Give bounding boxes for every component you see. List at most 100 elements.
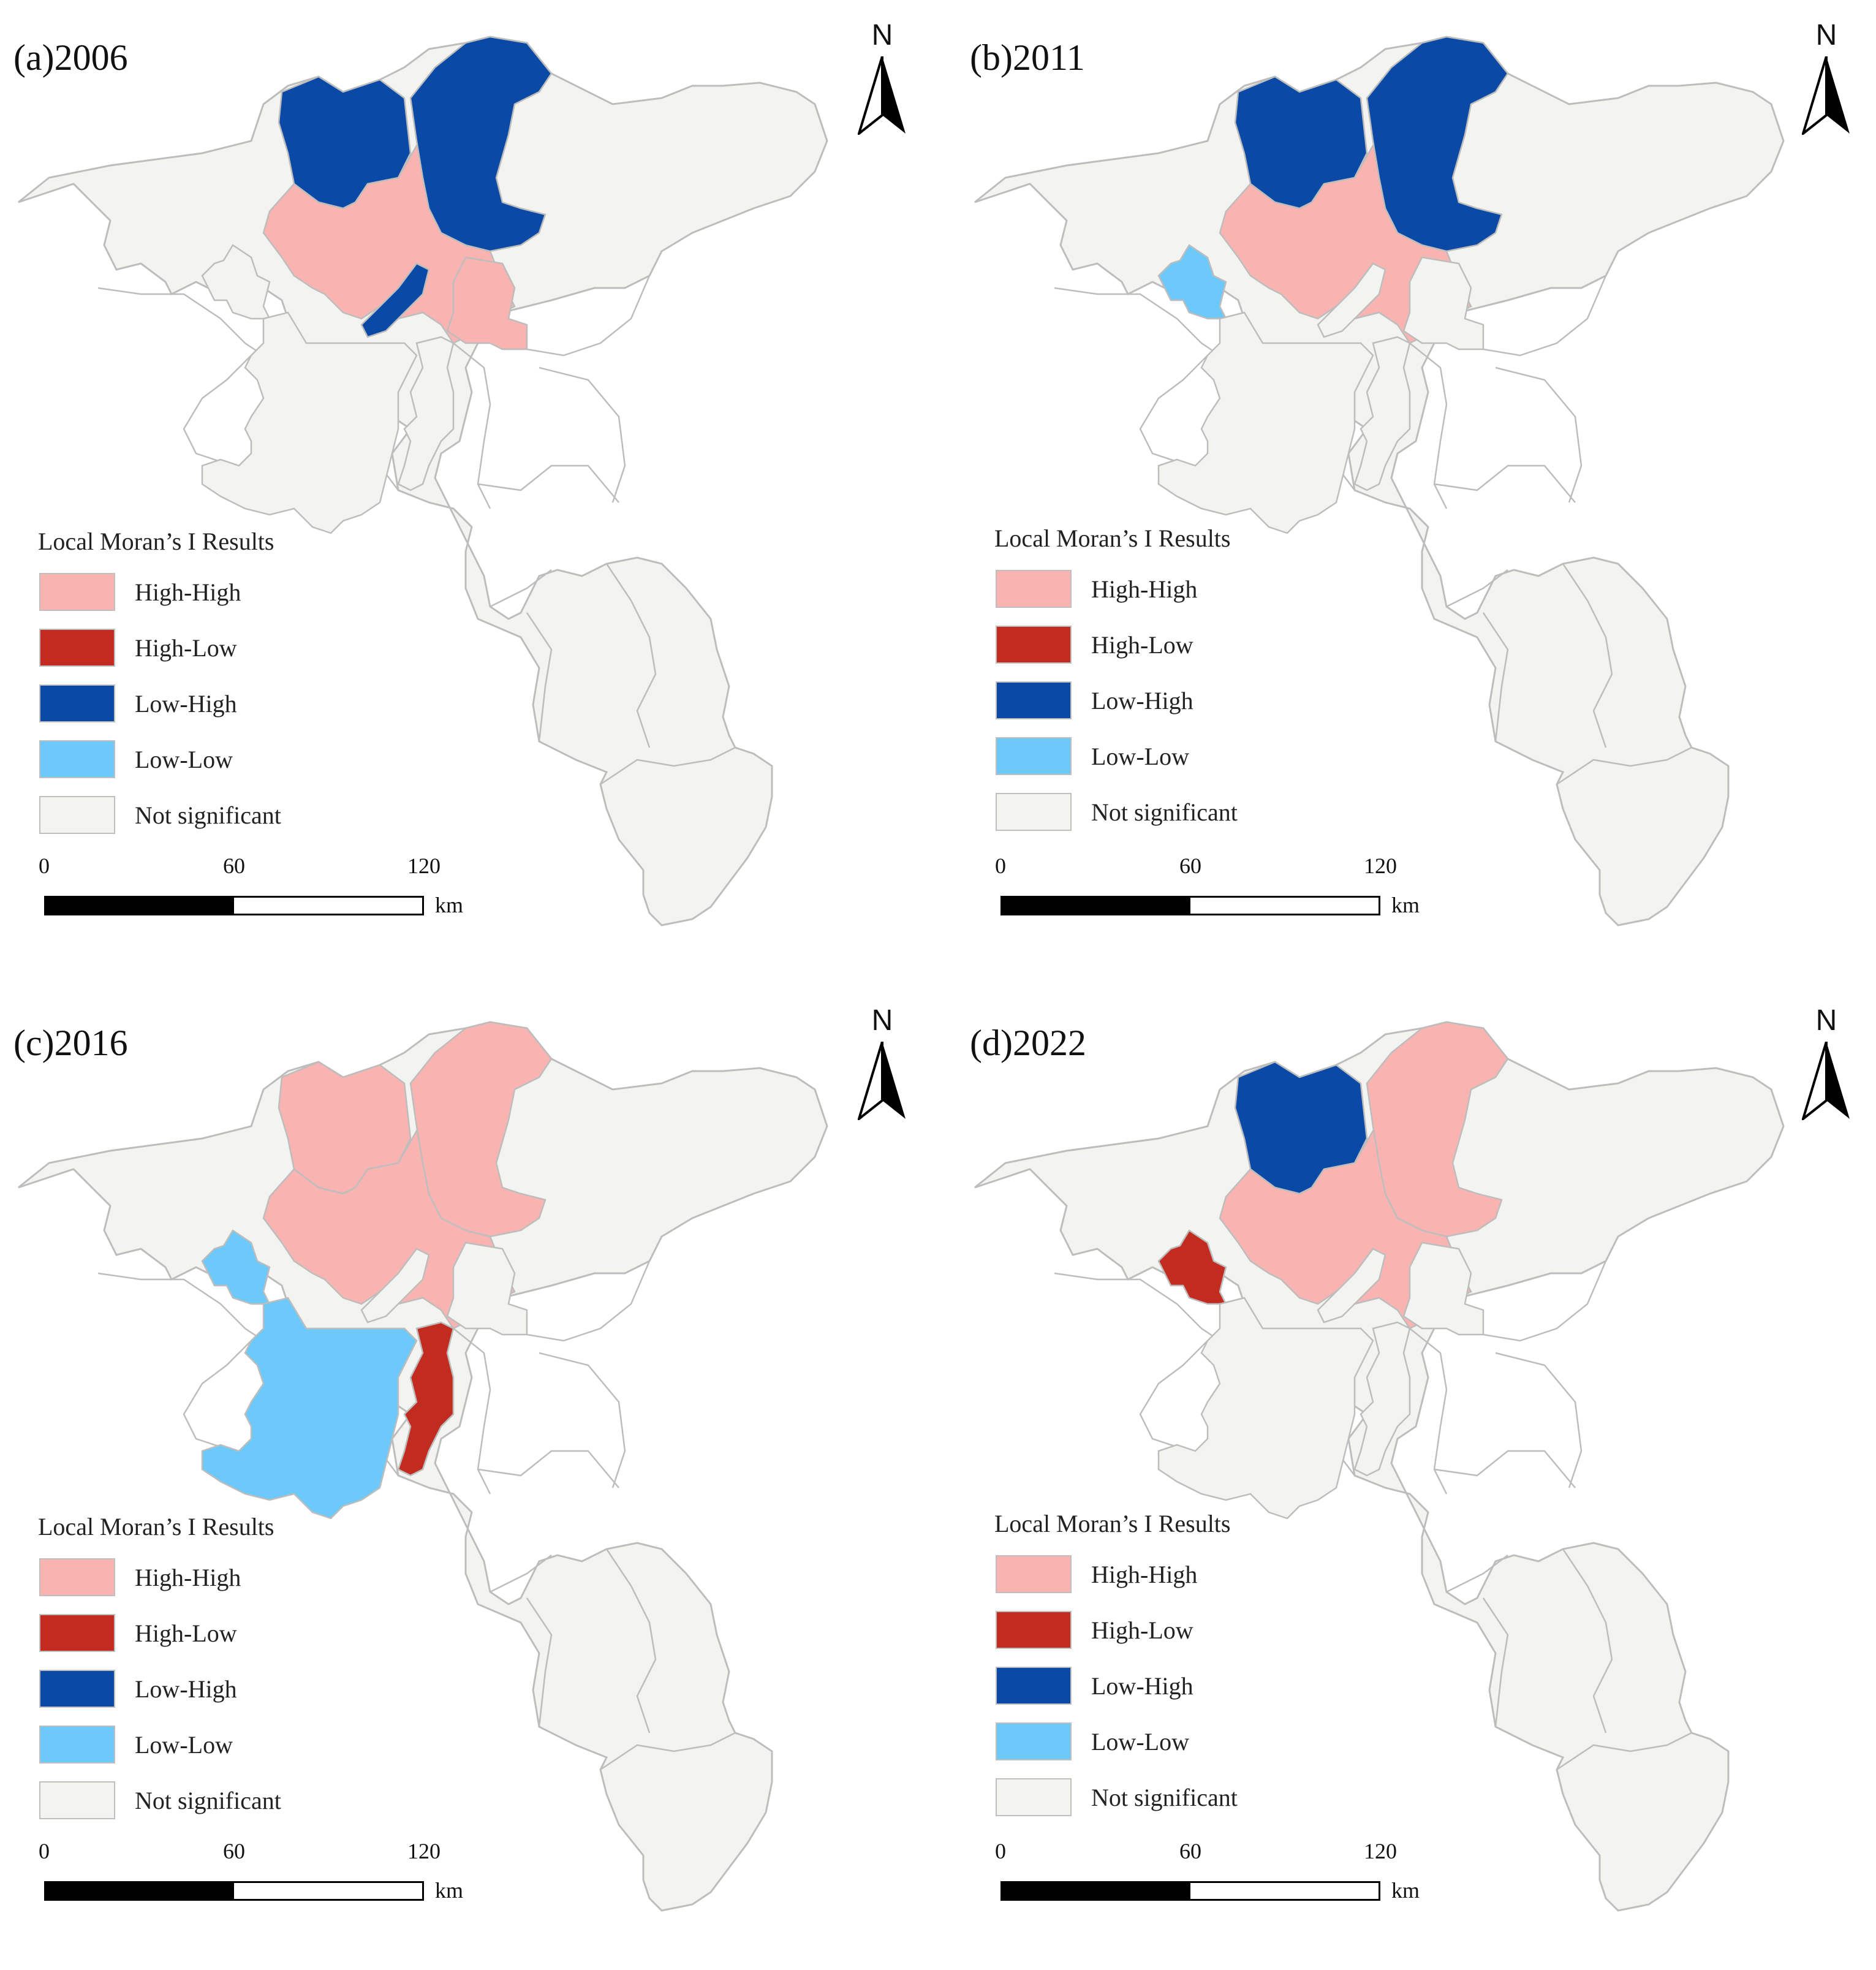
district-boundary	[539, 1352, 626, 1488]
district-boundary	[1446, 1555, 1508, 1593]
district-boundary	[605, 563, 657, 748]
region-west-small	[201, 1229, 271, 1305]
legend-label: Not significant	[1091, 798, 1238, 826]
region-south-central	[1353, 336, 1411, 491]
scale-unit: km	[435, 893, 464, 917]
region-strip	[360, 262, 430, 338]
legend-swatch	[39, 796, 115, 834]
district-boundary	[490, 569, 552, 608]
district-boundary	[526, 612, 553, 742]
legend-label: Low-High	[1091, 687, 1193, 714]
district-boundary	[539, 366, 626, 503]
district-boundary	[1482, 612, 1509, 742]
north-label: N	[871, 1004, 893, 1037]
scale-tick-0: 0	[39, 854, 50, 878]
choropleth-map	[18, 1021, 828, 1912]
legend-label: High-High	[135, 1564, 241, 1591]
region-south-west	[1157, 311, 1374, 534]
legend-label: Not significant	[1091, 1784, 1238, 1811]
district-boundary	[1495, 366, 1583, 503]
scale-bar: 0 60 120 km	[994, 853, 1435, 926]
scale-unit: km	[1391, 1878, 1420, 1903]
scale-tick-60: 60	[1179, 854, 1201, 878]
district-boundary	[1482, 1597, 1509, 1727]
scale-tick-60: 60	[223, 1839, 245, 1863]
legend-label: High-High	[1091, 575, 1198, 603]
region-east-small	[446, 256, 528, 350]
scale-tick-120: 120	[407, 1839, 441, 1863]
district-boundary	[1054, 1272, 1220, 1342]
legend-title: Local Moran’s I Results	[994, 1510, 1231, 1537]
legend-title: Local Moran’s I Results	[994, 525, 1231, 552]
legend: Local Moran’s I Results High-High High-Lo…	[994, 524, 1337, 849]
legend-swatch	[996, 1778, 1072, 1816]
region-east-small	[1402, 1241, 1485, 1336]
scale-unit: km	[435, 1878, 464, 1903]
legend-title: Local Moran’s I Results	[38, 1513, 274, 1540]
legend-swatch	[996, 626, 1072, 664]
legend-swatch	[996, 1667, 1072, 1705]
legend-label: Low-High	[135, 1675, 237, 1703]
region-north-east	[409, 1021, 553, 1238]
legend-swatch	[996, 1722, 1072, 1760]
legend-label: Low-High	[135, 690, 237, 718]
district-boundary	[605, 1548, 657, 1733]
scale-bar-graphic	[44, 896, 424, 915]
district-boundary	[526, 1597, 553, 1727]
map-panel-d: (d)2022 N Local Moran’s I Results High-H…	[956, 985, 1876, 1970]
legend-swatch	[996, 737, 1072, 775]
legend-item-high-low: High-Low	[38, 629, 381, 684]
region-south-central	[397, 336, 455, 491]
scale-tick-0: 0	[995, 1839, 1006, 1863]
region-north-east	[409, 36, 553, 252]
legend-item-high-high: High-High	[38, 1558, 381, 1614]
legend-swatch	[39, 1614, 115, 1652]
scale-tick-60: 60	[223, 854, 245, 878]
legend-swatch	[996, 570, 1072, 608]
north-arrow-icon	[1802, 56, 1850, 135]
map-panel-b: (b)2011 N Local Moran’s I Results High-H…	[956, 0, 1876, 985]
region-south-west	[201, 311, 418, 534]
legend-item-low-high: Low-High	[994, 1667, 1337, 1722]
scale-bar-graphic	[1000, 896, 1380, 915]
district-boundary	[1483, 1260, 1607, 1342]
panel-title: (d)2022	[970, 1023, 1086, 1063]
region-south-central	[1353, 1321, 1411, 1477]
legend-item-high-low: High-Low	[994, 626, 1337, 681]
scale-bar: 0 60 120 km	[994, 1838, 1435, 1912]
legend-label: Not significant	[135, 801, 281, 829]
legend-item-not-significant: Not significant	[994, 793, 1337, 849]
legend-swatch	[39, 1670, 115, 1708]
legend-item-low-high: Low-High	[38, 1670, 381, 1726]
district-boundary	[183, 355, 252, 467]
district-boundary	[453, 1328, 491, 1495]
legend-label: Not significant	[135, 1787, 281, 1814]
district-boundary	[526, 275, 651, 357]
legend: Local Moran’s I Results High-High High-Lo…	[38, 527, 381, 852]
district-boundary	[97, 1272, 264, 1342]
legend: Local Moran’s I Results High-High High-Lo…	[994, 1509, 1337, 1834]
legend: Local Moran’s I Results High-High High-Lo…	[38, 1512, 381, 1837]
district-boundary	[1483, 275, 1607, 357]
region-south-central	[397, 1321, 455, 1477]
legend-item-high-high: High-High	[994, 570, 1337, 626]
district-boundary	[183, 1340, 252, 1452]
region-west-small	[201, 244, 271, 320]
district-boundary	[1054, 287, 1220, 357]
legend-item-not-significant: Not significant	[38, 796, 381, 852]
district-boundary	[1446, 569, 1508, 608]
scale-tick-120: 120	[1364, 854, 1397, 878]
region-south-west	[1157, 1297, 1374, 1520]
panel-title: (b)2011	[970, 37, 1085, 78]
legend-label: Low-Low	[1091, 743, 1189, 770]
legend-label: High-Low	[135, 634, 237, 662]
district-boundary	[490, 1555, 552, 1593]
legend-swatch	[39, 1726, 115, 1764]
district-boundary	[1139, 1340, 1208, 1452]
legend-item-low-high: Low-High	[38, 684, 381, 740]
scale-bar-graphic	[44, 1881, 424, 1901]
legend-label: Low-Low	[135, 1731, 233, 1759]
district-boundary	[1409, 1328, 1448, 1495]
legend-swatch	[996, 681, 1072, 719]
district-boundary	[1495, 1352, 1583, 1488]
